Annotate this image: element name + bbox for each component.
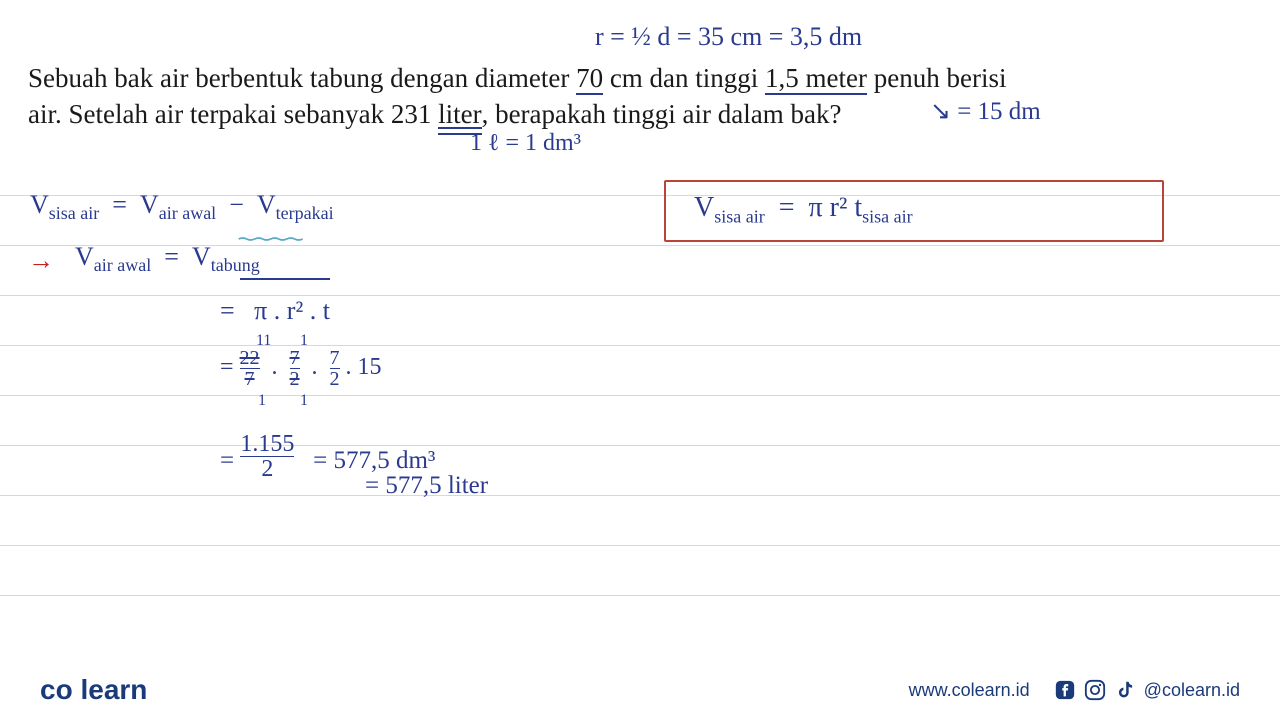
eq4-tail: . 15	[346, 354, 382, 380]
annotation-radius: r = ½ d = 35 cm = 3,5 dm	[595, 22, 862, 52]
tick-1a: 1	[300, 332, 308, 350]
footer-handle: @colearn.id	[1144, 680, 1240, 701]
calc-eq3: = π . r² . t	[220, 296, 330, 326]
instagram-icon	[1084, 679, 1106, 701]
tick-11: 11	[256, 332, 271, 350]
eq4-2b: 2	[330, 368, 340, 389]
eq4-7c: 7	[330, 348, 340, 368]
problem-diameter: 70	[576, 63, 603, 95]
annotation-height-dm: ↘ = 15 dm	[930, 96, 1041, 126]
problem-line1-post: penuh berisi	[867, 63, 1006, 93]
problem-line1-pre: Sebuah bak air berbentuk tabung dengan d…	[28, 63, 576, 93]
problem-liter: liter	[438, 99, 481, 129]
eq5-lead: =	[220, 447, 240, 474]
annotation-liter-conversion: 1 ℓ = 1 dm³	[470, 130, 581, 157]
calc-eq4-lead: =	[220, 354, 240, 380]
calc-eq4: = 22 7 . 7 2 . 7 2 . 15	[220, 348, 382, 389]
problem-line2-pre: air. Setelah air terpakai sebanyak 231	[28, 99, 438, 129]
eq5-res1: = 577,5 dm³	[313, 447, 435, 474]
colearn-logo: co learn	[40, 674, 147, 706]
facebook-icon	[1054, 679, 1076, 701]
social-icons: @colearn.id	[1054, 679, 1240, 701]
logo-co: co	[40, 674, 73, 705]
logo-learn: learn	[80, 674, 147, 705]
calc-eq1: Vsisa air = Vair awal − Vterpakai	[30, 190, 334, 224]
boxed-formula-text: Vsisa air = π r² tsisa air	[694, 192, 913, 228]
red-arrow-icon: →	[28, 246, 54, 276]
footer: co learn www.colearn.id @colearn.id	[0, 660, 1280, 720]
footer-right: www.colearn.id @colearn.id	[909, 679, 1240, 701]
eq4-22: 22	[240, 348, 260, 368]
eq4-7b: 7	[290, 348, 300, 368]
tick-1c: 1	[300, 392, 308, 410]
tick-1b: 1	[258, 392, 266, 410]
tiktok-icon	[1114, 679, 1136, 701]
eq4-7a: 7	[240, 368, 260, 389]
eq5-den: 2	[240, 456, 294, 481]
problem-statement: Sebuah bak air berbentuk tabung dengan d…	[28, 60, 1252, 133]
calc-eq2: Vair awal = Vtabung	[75, 242, 260, 276]
problem-line2-post: , berapakah tinggi air dalam bak?	[482, 99, 842, 129]
problem-line1-mid: cm dan tinggi	[603, 63, 765, 93]
underline-vtabung	[240, 278, 330, 280]
eq4-2a: 2	[290, 368, 300, 389]
footer-url: www.colearn.id	[909, 680, 1030, 701]
wavy-underline-air-awal	[222, 228, 322, 232]
eq5-num: 1.155	[240, 432, 294, 456]
calc-eq5-res2: = 577,5 liter	[365, 472, 488, 500]
problem-height: 1,5 meter	[765, 63, 867, 95]
